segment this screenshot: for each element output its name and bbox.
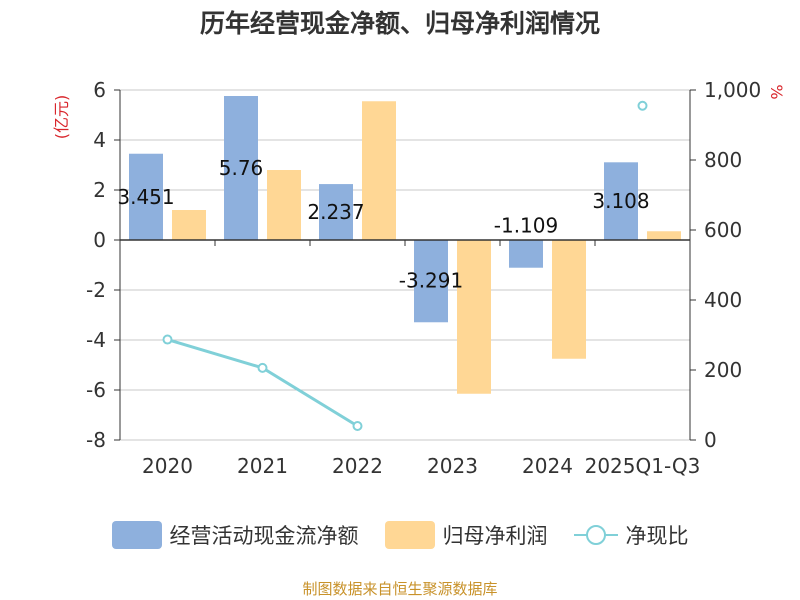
right-tick-label: 600: [704, 218, 742, 242]
bar-net-profit: [362, 101, 396, 240]
left-tick-label: 2: [93, 178, 106, 202]
category-label: 2025Q1-Q3: [585, 454, 701, 478]
chart-title: 历年经营现金净额、归母净利润情况: [199, 9, 600, 38]
right-tick-label: 800: [704, 148, 742, 172]
bar-cashflow: [129, 153, 163, 240]
right-tick-label: 400: [704, 288, 742, 312]
right-tick-label: 0: [704, 428, 717, 452]
bar-cashflow: [509, 240, 543, 268]
right-tick-label: 200: [704, 358, 742, 382]
bar-cashflow: [604, 162, 638, 240]
left-tick-label: 0: [93, 228, 106, 252]
legend-label-ratio: 净现比: [625, 524, 689, 548]
axes: -8 -6 -4 -2 0 2 4 6 0 200 400 600 800 1,000 2020 2021 20…: [86, 78, 761, 478]
category-label: 2024: [522, 454, 573, 478]
category-label: 2020: [142, 454, 193, 478]
bar-net-profit: [267, 170, 301, 240]
left-tick-label: 6: [93, 78, 106, 102]
legend-item-net-profit[interactable]: 归母净利润: [384, 520, 548, 550]
left-tick-label: -6: [86, 378, 106, 402]
bar-net-profit: [457, 240, 491, 394]
legend-swatch-ratio: [573, 525, 618, 545]
bar-cashflow: [319, 184, 353, 240]
data-label-cashflow: 3.451: [117, 185, 174, 209]
left-tick-label: -2: [86, 278, 106, 302]
category-label: 2022: [332, 454, 383, 478]
data-label-cashflow: 2.237: [307, 200, 364, 224]
category-label: 2021: [237, 454, 288, 478]
bar-net-profit: [647, 231, 681, 240]
left-axis-unit: (亿元): [52, 95, 71, 140]
legend-swatch-cashflow: [111, 521, 162, 549]
source-note: 制图数据来自恒生聚源数据库: [302, 580, 498, 598]
legend-label-net-profit: 归母净利润: [442, 524, 548, 548]
left-tick-label: -8: [86, 428, 106, 452]
data-label-cashflow: 3.108: [592, 189, 649, 213]
grid-lines: [120, 89, 690, 441]
legend-item-cashflow[interactable]: 经营活动现金流净额: [111, 520, 359, 550]
left-tick-label: -4: [86, 328, 106, 352]
data-labels: 3.451 5.76 2.237 -3.291 -1.109 3.108: [117, 156, 649, 292]
ratio-point: [637, 100, 648, 111]
data-label-cashflow: -3.291: [399, 268, 463, 292]
ratio-point: [162, 334, 173, 345]
bars: [129, 96, 681, 394]
data-label-cashflow: 5.76: [219, 156, 264, 180]
bar-cashflow: [224, 96, 258, 240]
category-label: 2023: [427, 454, 478, 478]
data-label-cashflow: -1.109: [494, 214, 558, 238]
bar-net-profit: [172, 210, 206, 240]
left-tick-label: 4: [93, 128, 106, 152]
legend-item-ratio[interactable]: 净现比: [573, 520, 689, 550]
ratio-line-segment: [167, 338, 359, 428]
ratio-point: [352, 421, 363, 431]
legend: 经营活动现金流净额 归母净利润 净现比: [0, 517, 800, 553]
right-tick-label: 1,000: [704, 78, 761, 102]
bar-cashflow: [414, 240, 448, 323]
bar-net-profit: [552, 240, 586, 359]
ratio-point: [257, 362, 268, 373]
right-axis-unit: %: [767, 84, 786, 99]
legend-swatch-net-profit: [384, 521, 435, 549]
ratio-line: [162, 100, 648, 431]
legend-label-cashflow: 经营活动现金流净额: [169, 524, 359, 548]
